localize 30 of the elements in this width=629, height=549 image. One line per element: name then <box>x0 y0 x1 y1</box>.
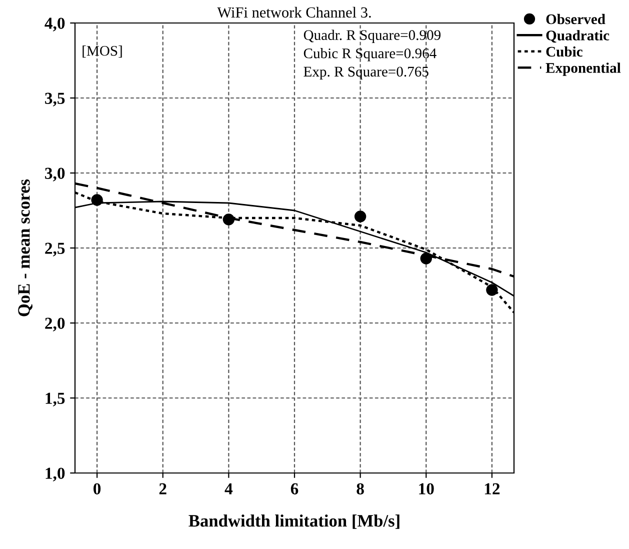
x-axis-title: Bandwidth limitation [Mb/s] <box>188 514 400 529</box>
x-tick-label: 10 <box>419 483 434 494</box>
legend-label: Cubic <box>546 46 582 57</box>
point <box>420 252 432 264</box>
y-tick-label: 4,0 <box>44 18 65 32</box>
annotation: [MOS] <box>82 46 122 58</box>
annotation: Quadr. R Square=0.909 <box>304 30 441 43</box>
legend-label: Observed <box>546 14 606 24</box>
x-tick-label: 0 <box>94 483 101 494</box>
x-tick-label: 6 <box>290 483 298 494</box>
x-tick-label: 4 <box>224 483 233 494</box>
annotation: Cubic R Square=0.964 <box>304 48 436 62</box>
annotation: Exp. R Square=0.765 <box>304 66 428 80</box>
point <box>222 214 235 226</box>
chart-title: WiFi network Channel 3. <box>217 6 371 18</box>
y-tick-label: 1,5 <box>46 392 65 406</box>
y-tick-label: 1,0 <box>46 468 65 482</box>
legend-label: Exponential <box>546 62 621 76</box>
point <box>486 284 498 296</box>
y-axis-title: QoE - mean scores <box>18 179 32 316</box>
y-tick-label: 3,0 <box>45 168 65 182</box>
x-tick-label: 12 <box>484 483 500 494</box>
y-tick-label: 2,5 <box>45 242 65 256</box>
point <box>91 194 103 206</box>
legend-label: Quadratic <box>546 30 610 43</box>
x-tick-label: 2 <box>159 483 166 494</box>
x-tick-label: 8 <box>356 483 364 494</box>
point <box>354 210 366 222</box>
y-tick-label: 2,0 <box>45 318 65 332</box>
y-tick-label: 3,5 <box>45 92 65 106</box>
